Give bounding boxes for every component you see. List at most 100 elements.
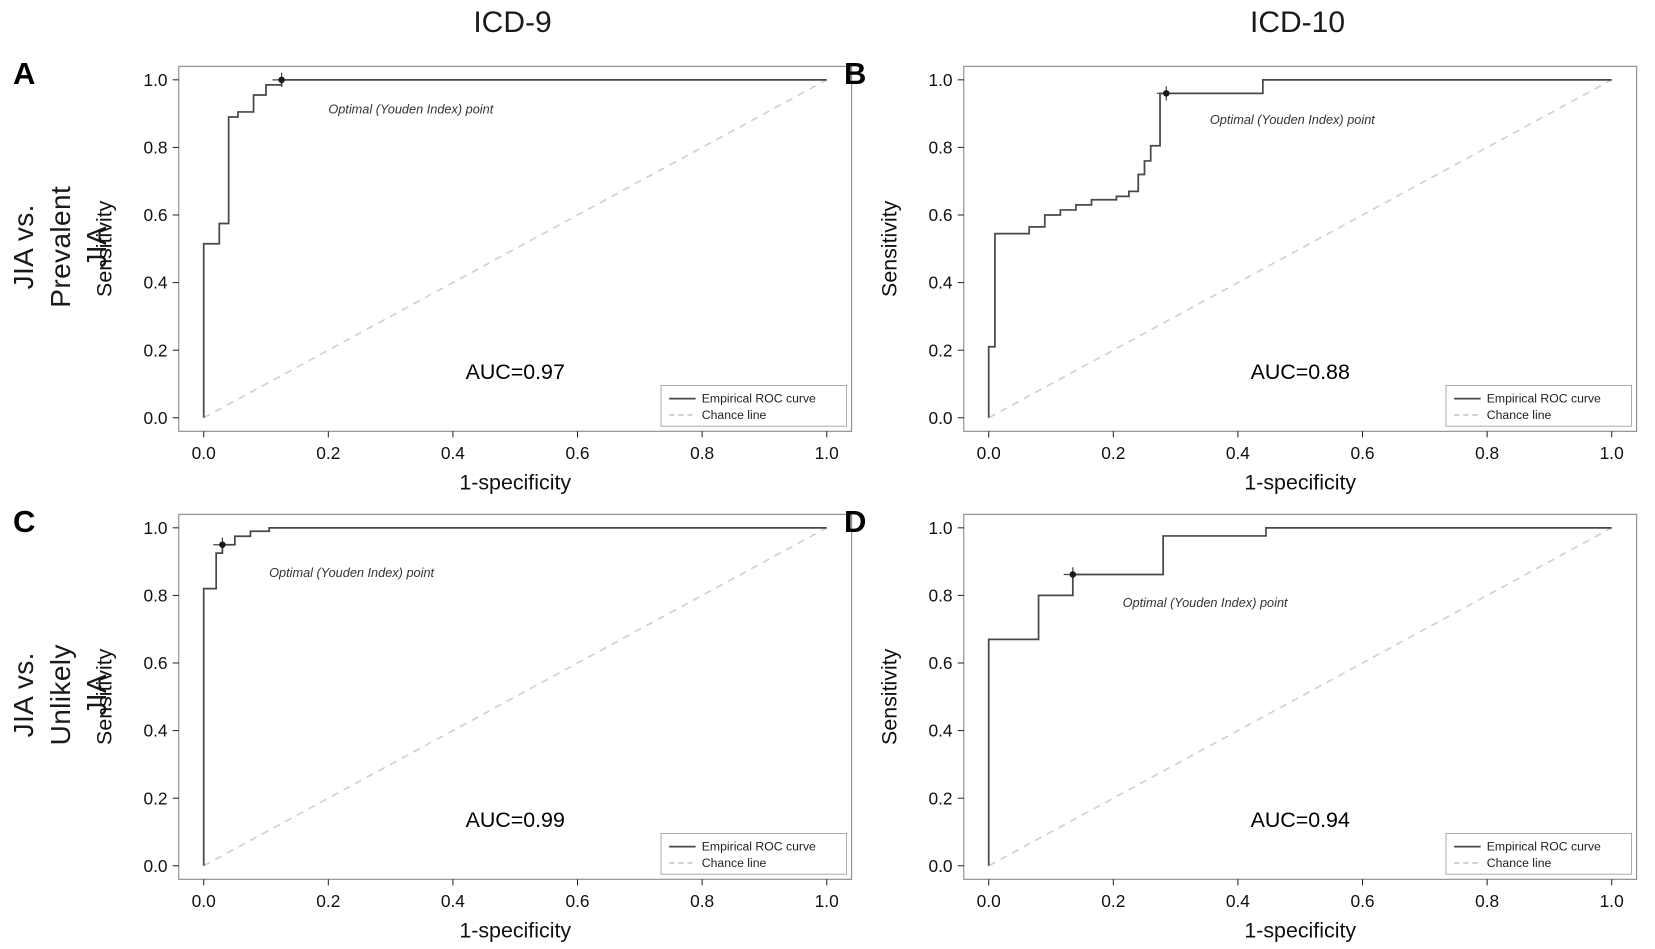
x-tick-label: 0.6 (565, 891, 589, 911)
y-tick-label: 0.0 (928, 856, 952, 876)
panel-letter-a: A (13, 56, 36, 91)
optimal-point-annotation: Optimal (Youden Index) point (269, 565, 434, 580)
panel-letter-c: C (13, 504, 36, 539)
x-tick-label: 0.6 (565, 443, 589, 463)
x-axis-label: 1-specificity (459, 470, 571, 494)
x-tick-label: 0.0 (192, 891, 216, 911)
y-tick-label: 1.0 (143, 518, 167, 538)
row-label-unlikely: Incident JIA vs. Unlikely JIA (0, 498, 112, 949)
x-tick-label: 0.6 (1350, 443, 1374, 463)
x-tick-label: 0.2 (316, 443, 340, 463)
y-tick-label: 0.2 (928, 340, 952, 360)
x-tick-label: 0.0 (192, 443, 216, 463)
y-tick-label: 0.2 (143, 340, 167, 360)
x-axis-label: 1-specificity (459, 918, 571, 942)
optimal-point-annotation: Optimal (Youden Index) point (1123, 595, 1288, 610)
panel-b: B 0.0 0.2 0.4 0.6 0.8 1.0 0.0 0.2 0.4 0.6 0.8 1.0 1-… (844, 50, 1655, 501)
x-axis-label: 1-specificity (1244, 918, 1356, 942)
y-tick-label: 0.8 (143, 138, 167, 158)
x-tick-label: 0.0 (977, 443, 1001, 463)
legend-label: Chance line (1487, 408, 1552, 422)
panel-d: D 0.0 0.2 0.4 0.6 0.8 1.0 0.0 0.2 0.4 0.6 0.8 1.0 1-… (844, 498, 1655, 949)
legend-label: Empirical ROC curve (1487, 392, 1601, 406)
optimal-point-marker (1163, 90, 1170, 97)
y-tick-label: 1.0 (928, 518, 952, 538)
x-tick-label: 1.0 (815, 443, 839, 463)
x-tick-label: 0.6 (1350, 891, 1374, 911)
panel-c: C 0.0 0.2 0.4 0.6 0.8 1.0 0.0 0.2 0.4 0.6 0.8 1.0 1-… (13, 498, 870, 949)
plot-border (178, 65, 853, 432)
x-tick-label: 1.0 (1600, 891, 1624, 911)
row-incident-vs-prevalent: Incident JIA vs. Prevalent JIA A 0.0 0.2 0… (0, 50, 1655, 498)
auc-label: AUC=0.99 (466, 808, 565, 832)
y-tick-label: 0.4 (143, 721, 167, 741)
column-title-icd10: ICD-10 (1249, 6, 1346, 39)
x-tick-label: 0.8 (690, 443, 714, 463)
roc-curve (987, 78, 1612, 418)
y-tick-label: 0.6 (928, 205, 952, 225)
roc-chart-b: 0.0 0.2 0.4 0.6 0.8 1.0 0.0 0.2 0.4 0.6 0.8 1.0 1-sp… (878, 65, 1638, 494)
y-tick-label: 0.8 (143, 586, 167, 606)
panel-letter-b: B (844, 56, 867, 91)
y-tick-label: 0.6 (928, 653, 952, 673)
x-tick-label: 0.2 (1101, 891, 1125, 911)
roc-curve (202, 526, 827, 866)
y-tick-label: 0.2 (928, 788, 952, 808)
y-tick-label: 0.4 (928, 273, 952, 293)
x-tick-label: 0.4 (1226, 443, 1250, 463)
x-tick-label: 0.8 (1475, 891, 1499, 911)
y-tick-label: 1.0 (143, 70, 167, 90)
auc-label: AUC=0.97 (466, 360, 565, 384)
legend-label: Empirical ROC curve (1487, 840, 1601, 854)
y-tick-label: 0.8 (928, 138, 952, 158)
y-axis-label: Sensitivity (93, 648, 117, 745)
roc-curve (202, 78, 827, 418)
plot-border (178, 513, 853, 880)
col-title-spacer (0, 6, 85, 50)
x-tick-label: 1.0 (1600, 443, 1624, 463)
y-tick-label: 1.0 (928, 70, 952, 90)
auc-label: AUC=0.94 (1251, 808, 1350, 832)
legend-label: Chance line (1487, 856, 1552, 870)
panel-a: A 0.0 0.2 0.4 0.6 0.8 1.0 0.0 0.2 0.4 0.6 0.8 1.0 1-… (13, 50, 870, 501)
y-axis-label: Sensitivity (93, 200, 117, 297)
legend-label: Chance line (702, 856, 767, 870)
optimal-point-annotation: Optimal (Youden Index) point (328, 102, 493, 117)
x-tick-label: 0.0 (977, 891, 1001, 911)
y-tick-label: 0.4 (928, 721, 952, 741)
y-axis-label: Sensitivity (878, 200, 902, 297)
optimal-point-marker (219, 541, 226, 548)
x-tick-label: 0.8 (1475, 443, 1499, 463)
column-title-icd9: ICD-9 (473, 6, 552, 39)
y-tick-label: 0.6 (143, 205, 167, 225)
roc-chart-a: 0.0 0.2 0.4 0.6 0.8 1.0 0.0 0.2 0.4 0.6 0.8 1.0 1-sp… (93, 65, 853, 494)
legend-box (660, 833, 847, 875)
y-tick-label: 0.6 (143, 653, 167, 673)
y-tick-label: 0.0 (928, 408, 952, 428)
legend-box (1445, 833, 1632, 875)
panel-letter-d: D (844, 504, 867, 539)
y-tick-label: 0.4 (143, 273, 167, 293)
auc-label: AUC=0.88 (1251, 360, 1350, 384)
x-tick-label: 0.2 (316, 891, 340, 911)
y-tick-label: 0.8 (928, 586, 952, 606)
legend-label: Empirical ROC curve (702, 840, 816, 854)
legend-label: Empirical ROC curve (702, 392, 816, 406)
y-tick-label: 0.2 (143, 788, 167, 808)
row-label-prevalent: Incident JIA vs. Prevalent JIA (0, 50, 112, 501)
optimal-point-marker (1069, 571, 1077, 578)
legend-box (1445, 385, 1632, 427)
x-tick-label: 0.8 (690, 891, 714, 911)
roc-chart-d: 0.0 0.2 0.4 0.6 0.8 1.0 0.0 0.2 0.4 0.6 0.8 1.0 1-sp… (878, 513, 1638, 942)
legend-box (660, 385, 847, 427)
x-tick-label: 0.4 (441, 891, 465, 911)
y-axis-label: Sensitivity (878, 648, 902, 745)
y-tick-label: 0.0 (143, 408, 167, 428)
roc-chart-c: 0.0 0.2 0.4 0.6 0.8 1.0 0.0 0.2 0.4 0.6 0.8 1.0 1-sp… (93, 513, 853, 942)
legend-label: Chance line (702, 408, 767, 422)
x-tick-label: 1.0 (815, 891, 839, 911)
column-titles: ICD-9 ICD-10 (0, 6, 1655, 50)
plot-border (963, 65, 1638, 432)
row-incident-vs-unlikely: Incident JIA vs. Unlikely JIA C 0.0 0.2 0.… (0, 498, 1655, 946)
